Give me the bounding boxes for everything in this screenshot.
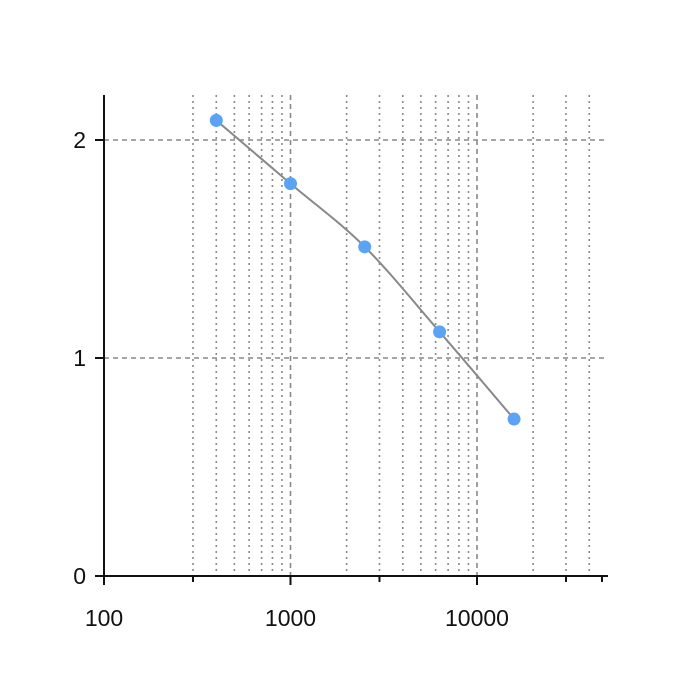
ticks: 100 1000 10000 0 1 2: [73, 127, 603, 631]
y-tick-label: 2: [73, 127, 86, 153]
x-tick-label: 10000: [445, 605, 509, 631]
data-point: [358, 240, 372, 254]
data-point: [433, 325, 447, 339]
x-tick-label: 1000: [265, 605, 316, 631]
y-tick-label: 0: [73, 563, 86, 589]
y-tick-label: 1: [73, 345, 86, 371]
grid: [104, 95, 608, 576]
data-point: [507, 412, 521, 426]
data-point: [284, 177, 297, 191]
data-point: [209, 113, 223, 127]
series: [209, 113, 521, 426]
x-tick-label: 100: [85, 605, 123, 631]
axes: [103, 95, 608, 577]
